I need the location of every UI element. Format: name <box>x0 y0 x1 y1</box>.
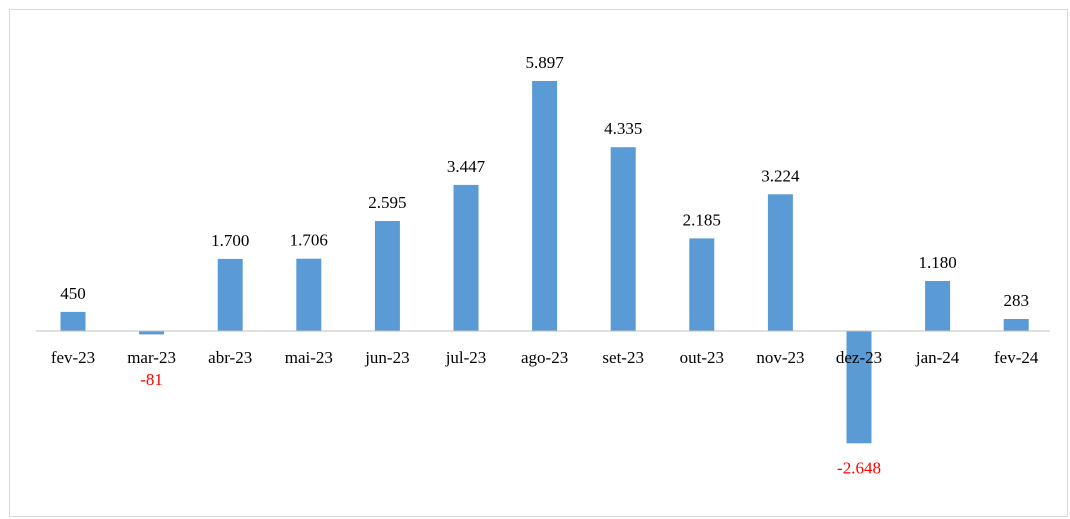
x-tick-label: jan-24 <box>915 348 960 367</box>
x-tick-label: jul-23 <box>445 348 487 367</box>
data-label: 5.897 <box>525 53 564 72</box>
x-tick-label: mai-23 <box>285 348 333 367</box>
x-tick-label: out-23 <box>680 348 724 367</box>
bar-mai-23 <box>296 258 322 331</box>
bar-out-23 <box>689 238 715 331</box>
x-tick-label: fev-24 <box>994 348 1039 367</box>
data-label: 3.447 <box>447 157 486 176</box>
x-tick-label: nov-23 <box>756 348 804 367</box>
data-label: 450 <box>60 284 86 303</box>
data-label: 1.706 <box>290 231 328 250</box>
data-label: -2.648 <box>837 458 881 477</box>
bar-nov-23 <box>767 194 793 331</box>
bar-fev-23 <box>60 311 86 331</box>
x-tick-label: ago-23 <box>521 348 568 367</box>
data-label: -81 <box>140 370 163 389</box>
x-tick-label: abr-23 <box>208 348 252 367</box>
data-label: 2.595 <box>368 193 406 212</box>
bar-set-23 <box>610 147 636 331</box>
x-tick-label: set-23 <box>602 348 644 367</box>
bar-ago-23 <box>532 81 558 331</box>
bar-jan-24 <box>925 281 951 331</box>
data-label: 1.700 <box>211 231 249 250</box>
bar-mar-23 <box>139 331 165 335</box>
x-tick-label: mar-23 <box>127 348 176 367</box>
data-label: 4.335 <box>604 119 642 138</box>
bar-jun-23 <box>374 221 400 331</box>
data-label: 2.185 <box>683 210 721 229</box>
data-label: 3.224 <box>761 166 800 185</box>
x-tick-label: dez-23 <box>836 348 882 367</box>
bar-fev-24 <box>1003 319 1029 331</box>
bar-abr-23 <box>217 258 243 331</box>
data-label: 1.180 <box>918 253 956 272</box>
bar-dez-23 <box>846 331 872 444</box>
data-label: 283 <box>1003 291 1029 310</box>
x-tick-label: jun-23 <box>364 348 409 367</box>
x-tick-label: fev-23 <box>51 348 95 367</box>
bar-jul-23 <box>453 184 479 331</box>
